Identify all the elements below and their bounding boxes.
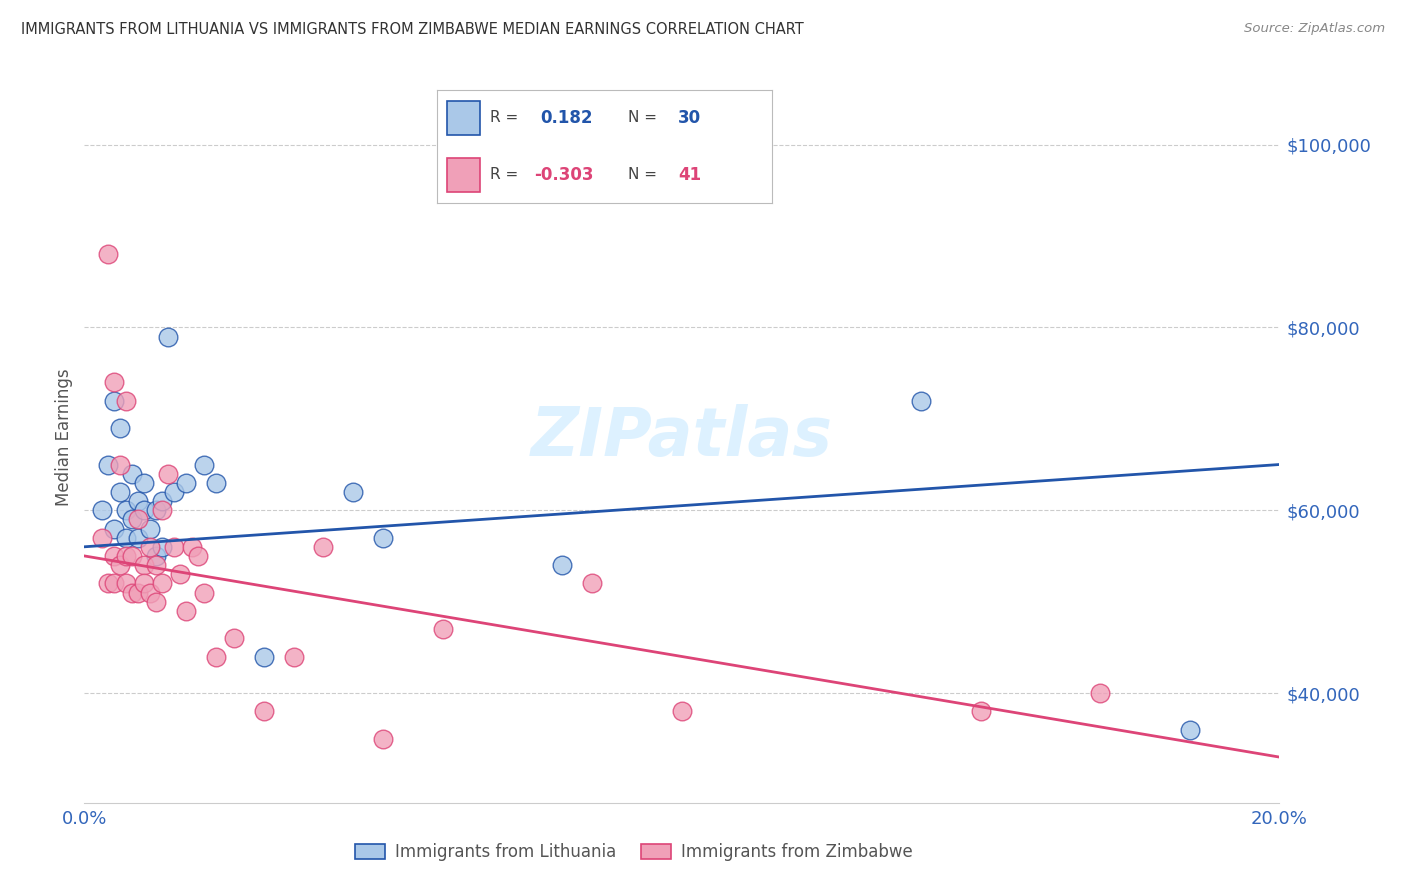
Point	[432, 622, 454, 636]
Point	[283, 649, 305, 664]
Point	[253, 649, 276, 664]
Point	[110, 558, 132, 573]
Point	[121, 585, 143, 599]
Point	[115, 549, 138, 563]
Point	[115, 531, 138, 545]
Point	[132, 503, 156, 517]
Point	[139, 521, 162, 535]
Point	[671, 704, 693, 718]
Point	[157, 467, 180, 481]
Point	[103, 549, 125, 563]
Point	[174, 475, 197, 490]
Point	[581, 576, 603, 591]
Text: IMMIGRANTS FROM LITHUANIA VS IMMIGRANTS FROM ZIMBABWE MEDIAN EARNINGS CORRELATIO: IMMIGRANTS FROM LITHUANIA VS IMMIGRANTS …	[21, 22, 804, 37]
Point	[342, 484, 364, 499]
Point	[127, 494, 149, 508]
Point	[132, 576, 156, 591]
Point	[163, 484, 186, 499]
Point	[127, 585, 149, 599]
Point	[205, 475, 228, 490]
Point	[139, 585, 162, 599]
Point	[253, 704, 276, 718]
Point	[169, 567, 191, 582]
Point	[910, 393, 932, 408]
Point	[145, 558, 167, 573]
Point	[150, 540, 173, 554]
Point	[312, 540, 335, 554]
Point	[103, 375, 125, 389]
Point	[127, 531, 149, 545]
Point	[150, 503, 173, 517]
Point	[150, 576, 173, 591]
Point	[139, 540, 162, 554]
Point	[145, 549, 167, 563]
Point	[115, 393, 138, 408]
Point	[110, 421, 132, 435]
Point	[121, 512, 143, 526]
Point	[163, 540, 186, 554]
Point	[1090, 686, 1112, 700]
Point	[373, 731, 395, 746]
Point	[157, 329, 180, 343]
Point	[1178, 723, 1201, 737]
Point	[174, 604, 197, 618]
Y-axis label: Median Earnings: Median Earnings	[55, 368, 73, 506]
Point	[97, 576, 120, 591]
Point	[205, 649, 228, 664]
Point	[97, 458, 120, 472]
Point	[91, 531, 114, 545]
Point	[181, 540, 204, 554]
Point	[103, 393, 125, 408]
Point	[222, 631, 245, 645]
Point	[115, 576, 138, 591]
Point	[91, 503, 114, 517]
Point	[103, 576, 125, 591]
Point	[121, 549, 143, 563]
Text: Source: ZipAtlas.com: Source: ZipAtlas.com	[1244, 22, 1385, 36]
Point	[115, 503, 138, 517]
Point	[121, 467, 143, 481]
Point	[103, 521, 125, 535]
Legend: Immigrants from Lithuania, Immigrants from Zimbabwe: Immigrants from Lithuania, Immigrants fr…	[349, 837, 920, 868]
Point	[970, 704, 993, 718]
Point	[132, 475, 156, 490]
Point	[187, 549, 209, 563]
Point	[150, 494, 173, 508]
Point	[193, 585, 215, 599]
Point	[551, 558, 574, 573]
Point	[132, 558, 156, 573]
Point	[127, 512, 149, 526]
Point	[97, 247, 120, 261]
Point	[110, 458, 132, 472]
Point	[373, 531, 395, 545]
Point	[145, 594, 167, 608]
Text: ZIPatlas: ZIPatlas	[531, 404, 832, 470]
Point	[110, 484, 132, 499]
Point	[193, 458, 215, 472]
Point	[145, 503, 167, 517]
